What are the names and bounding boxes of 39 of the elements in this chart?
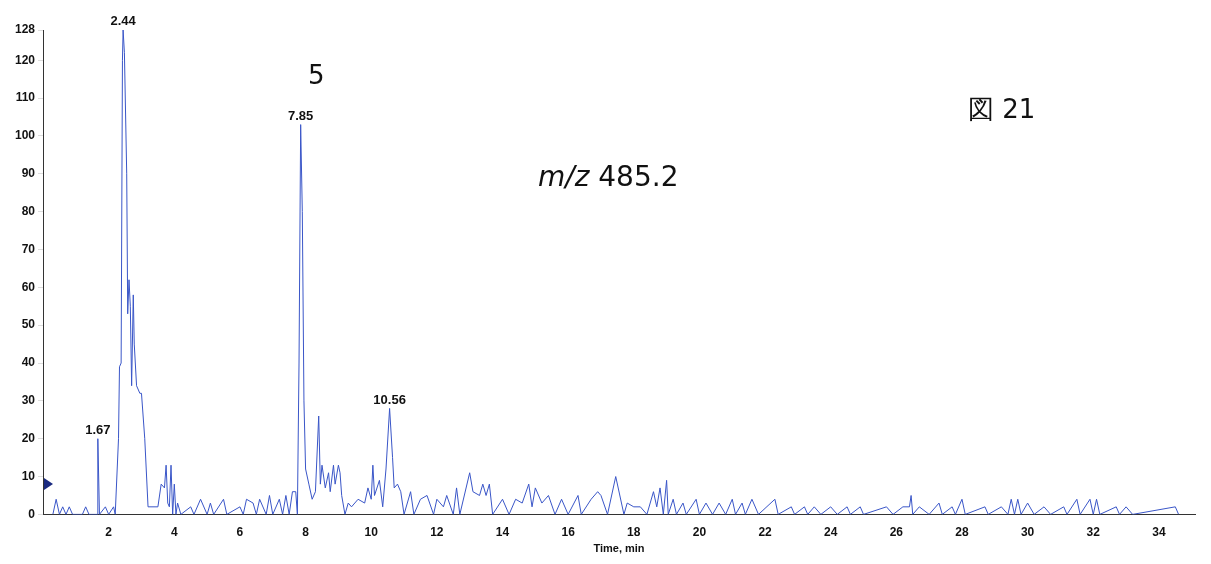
y-tick-label: 70 — [21, 241, 36, 256]
y-tick-label: 60 — [21, 279, 36, 294]
x-tick-label: 26 — [889, 524, 904, 539]
x-tick-label: 22 — [758, 524, 773, 539]
x-tick-label: 12 — [430, 524, 444, 539]
x-tick-label: 14 — [495, 524, 510, 539]
annotation: 5 — [308, 60, 325, 90]
x-tick-label: 32 — [1086, 524, 1101, 539]
y-tick-label: 20 — [21, 431, 36, 446]
x-tick-label: 24 — [824, 524, 838, 539]
annotation: 7.85 — [288, 107, 314, 123]
x-tick-label: 18 — [627, 524, 641, 539]
y-tick-label: 128 — [14, 22, 36, 37]
annotation: m/z 485.2 — [538, 160, 679, 193]
y-tick-label: 10 — [21, 468, 36, 483]
y-tick-label: 40 — [21, 355, 36, 370]
x-tick-label: 2 — [105, 524, 113, 539]
y-tick-label: 100 — [14, 128, 36, 143]
y-tick-label: 80 — [21, 203, 36, 218]
x-tick-label: 6 — [236, 524, 244, 539]
x-tick-label: 34 — [1152, 524, 1166, 539]
x-tick-label: 30 — [1020, 524, 1035, 539]
y-tick-label: 0 — [28, 506, 36, 521]
annotation: 10.56 — [373, 391, 406, 407]
y-tick-label: 50 — [21, 317, 36, 332]
x-tick-label: 10 — [364, 524, 379, 539]
x-axis-title: Time, min — [593, 542, 645, 555]
y-tick-label: 120 — [14, 52, 36, 67]
y-tick-label: 90 — [21, 166, 36, 181]
y-tick-label: 30 — [21, 393, 36, 408]
x-tick-label: 28 — [955, 524, 969, 539]
annotation: 図 21 — [968, 94, 1036, 124]
annotation: 1.67 — [85, 421, 111, 437]
x-tick-label: 20 — [692, 524, 707, 539]
x-tick-label: 4 — [170, 524, 178, 539]
x-tick-label: 16 — [561, 524, 576, 539]
y-tick-label: 110 — [15, 90, 36, 105]
x-tick-label: 8 — [302, 524, 310, 539]
annotation: 2.44 — [110, 13, 137, 29]
